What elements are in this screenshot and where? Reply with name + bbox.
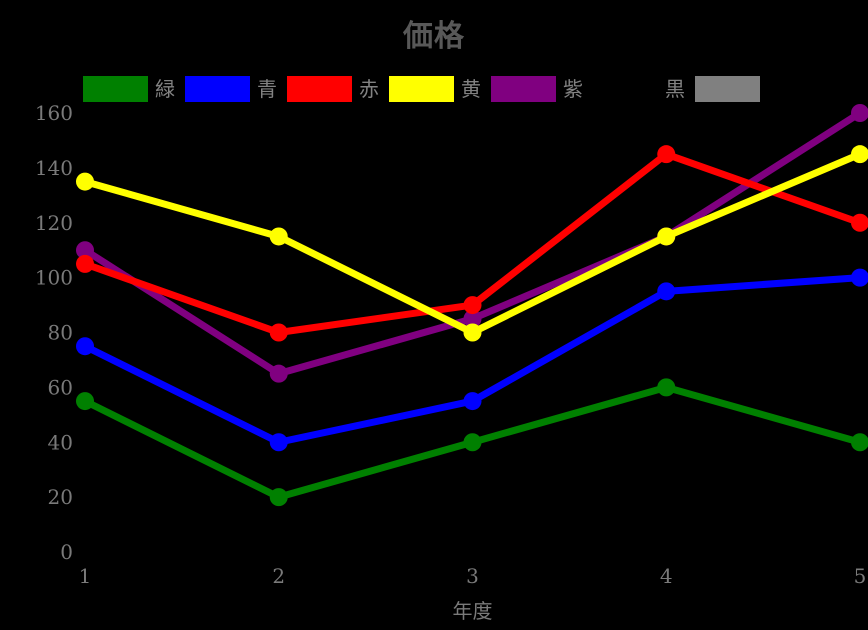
legend-entry: 青 [185, 76, 285, 102]
y-tick-label: 80 [48, 321, 73, 345]
data-point-marker [76, 392, 94, 411]
data-point-marker [76, 172, 94, 191]
data-point-marker [851, 213, 868, 232]
chart-legend: 緑青赤黄紫黒 [0, 76, 868, 102]
x-tick-label: 5 [854, 564, 867, 588]
y-tick-label: 120 [35, 211, 73, 235]
legend-label: 赤 [359, 77, 379, 101]
y-tick-label: 140 [35, 156, 73, 180]
legend-label: 黄 [461, 77, 481, 101]
legend-swatch [593, 76, 658, 102]
data-point-marker [269, 323, 288, 342]
y-tick-label: 60 [48, 375, 73, 399]
y-tick-label: 20 [48, 485, 73, 509]
data-point-marker [851, 268, 868, 287]
y-tick-label: 40 [48, 430, 73, 454]
data-point-marker [463, 323, 482, 342]
data-point-marker [463, 392, 482, 411]
data-point-marker [657, 378, 676, 397]
legend-swatch [83, 76, 148, 102]
x-axis-label: 年度 [452, 599, 493, 623]
data-point-marker [269, 488, 288, 507]
legend-entry: 黄 [389, 76, 489, 102]
legend-swatch [491, 76, 556, 102]
legend-entry [695, 76, 795, 102]
y-tick-label: 0 [60, 540, 73, 564]
data-point-marker [463, 309, 482, 328]
y-tick-label: 100 [35, 266, 73, 290]
data-point-marker [269, 433, 288, 452]
legend-entry: 黒 [593, 76, 693, 102]
data-point-marker [657, 227, 676, 246]
legend-entry: 赤 [287, 76, 387, 102]
x-tick-label: 2 [272, 564, 285, 588]
data-point-marker [657, 145, 676, 164]
x-tick-label: 4 [660, 564, 673, 588]
data-point-marker [851, 104, 868, 122]
legend-swatch [287, 76, 352, 102]
legend-label: 青 [257, 77, 277, 101]
legend-entry: 緑 [83, 76, 183, 102]
data-point-marker [463, 433, 482, 452]
data-point-marker [269, 227, 288, 246]
x-tick-label: 1 [79, 564, 92, 588]
data-point-marker [269, 364, 288, 383]
data-point-marker [463, 296, 482, 315]
legend-swatch [185, 76, 250, 102]
data-point-marker [657, 282, 676, 301]
data-point-marker [76, 254, 94, 273]
y-tick-label: 160 [35, 101, 73, 125]
legend-swatch [389, 76, 454, 102]
legend-label: 黒 [665, 77, 685, 101]
legend-label: 緑 [155, 77, 175, 101]
legend-entry: 紫 [491, 76, 591, 102]
data-point-marker [76, 337, 94, 356]
legend-label: 紫 [563, 77, 583, 101]
data-point-marker [76, 241, 94, 260]
legend-swatch [695, 76, 760, 102]
data-point-marker [851, 145, 868, 164]
data-point-marker [851, 433, 868, 452]
chart-title: 価格 [403, 19, 465, 54]
x-tick-label: 3 [466, 564, 479, 588]
